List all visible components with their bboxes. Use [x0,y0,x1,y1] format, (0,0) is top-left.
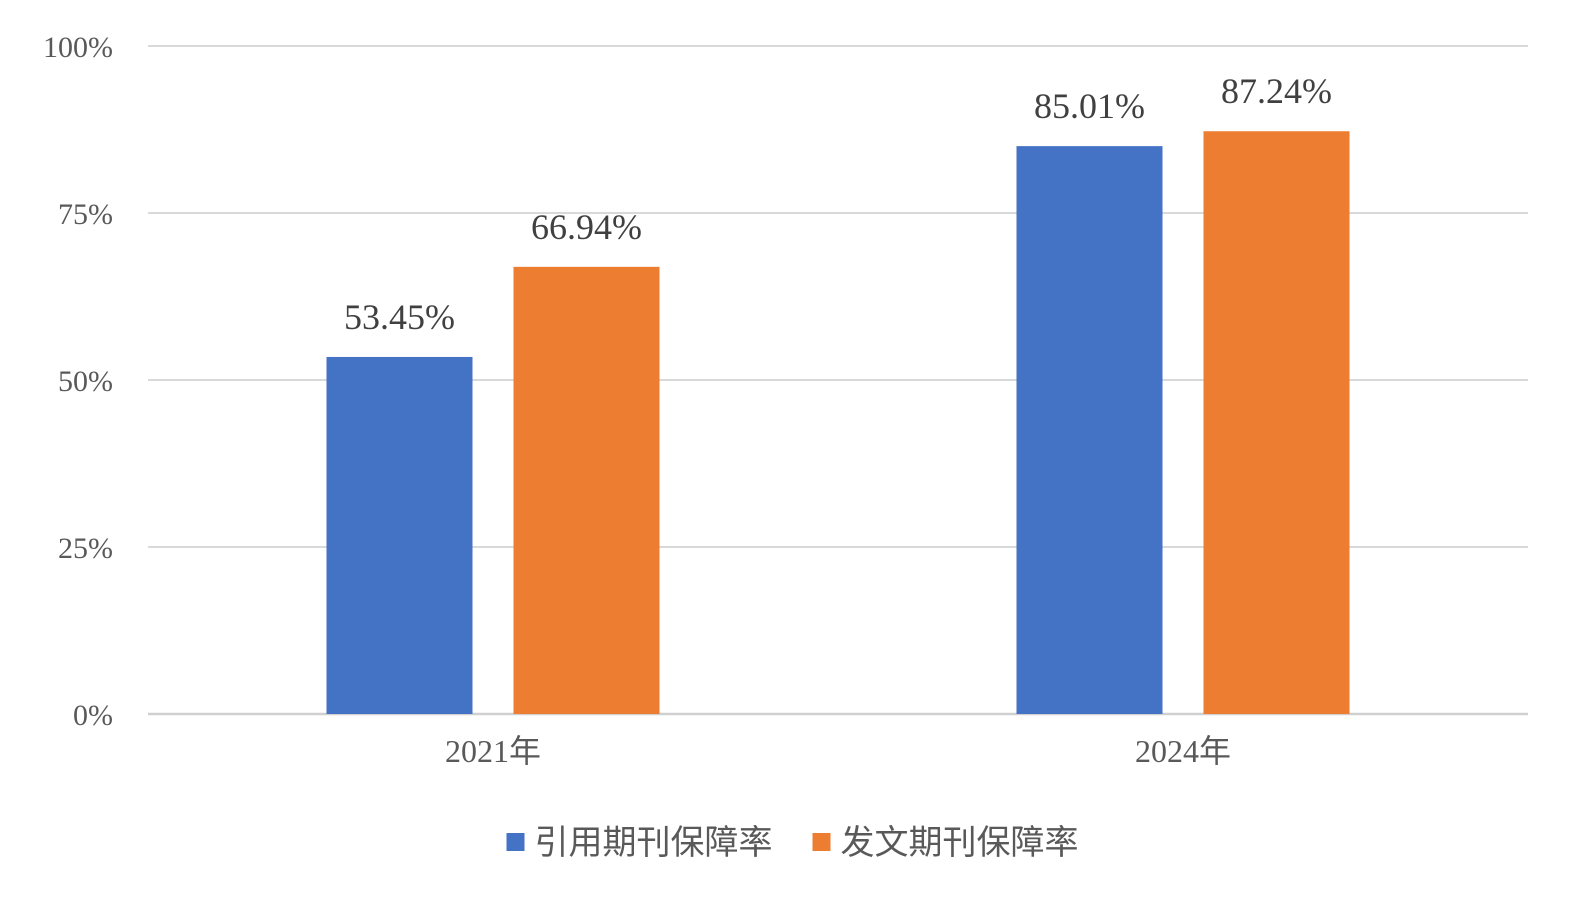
y-tick-label: 75% [58,198,113,231]
bar [326,356,473,714]
legend-swatch [506,833,525,851]
x-category-label: 2021年 [445,733,541,769]
y-tick-label: 25% [58,532,113,565]
data-label: 53.45% [344,297,455,337]
y-tick-label: 100% [43,31,113,64]
y-tick-label: 0% [73,699,113,732]
legend: 引用期刊保障率 发文期刊保障率 [506,823,1079,863]
data-label: 87.24% [1221,71,1332,111]
axes: 0% 25% 50% 75% 100% 2021年 2024年 [43,31,1231,769]
x-category-label: 2024年 [1135,733,1231,769]
legend-label: 引用期刊保障率 [535,823,773,863]
data-labels: 53.45% 66.94% 85.01% 87.24% [344,71,1332,337]
legend-swatch [812,833,831,851]
bars [326,131,1350,715]
data-label: 85.01% [1034,86,1145,126]
bar [1203,131,1350,714]
legend-label: 发文期刊保障率 [841,823,1079,863]
bar [1016,146,1163,715]
data-label: 66.94% [531,207,642,247]
bar [513,266,660,714]
y-tick-label: 50% [58,365,113,398]
